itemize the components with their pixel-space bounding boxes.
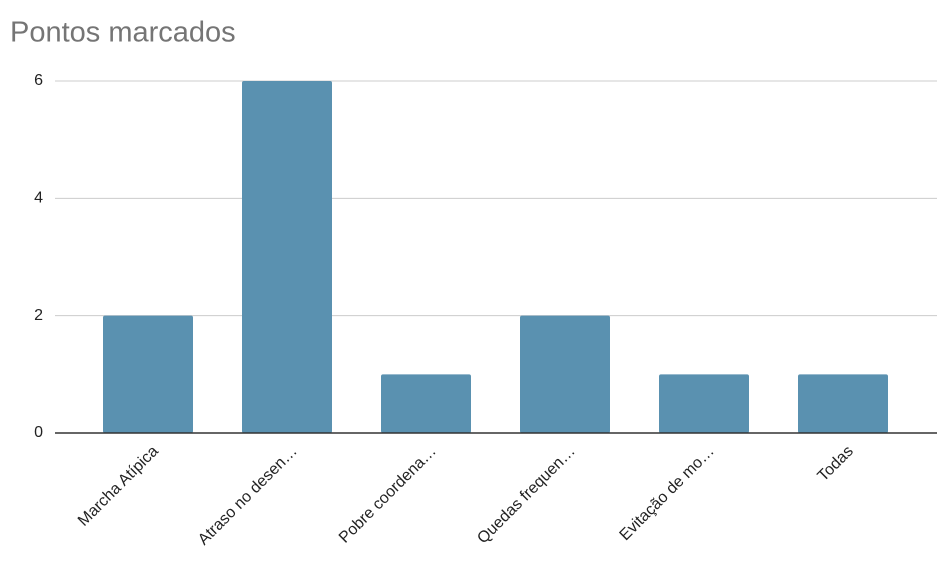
bar (381, 374, 471, 433)
y-tick-label: 2 (34, 307, 43, 324)
x-tick-label: Quedas frequen… (474, 443, 578, 547)
bar (242, 81, 332, 433)
bar (103, 315, 193, 433)
y-tick-label: 0 (34, 424, 43, 441)
chart-title: Pontos marcados (10, 17, 236, 49)
x-tick-label: Atraso no desen… (195, 443, 301, 549)
x-tick-label: Todas (815, 443, 857, 485)
x-tick-label: Evitação de mo… (616, 443, 717, 544)
bar (798, 374, 888, 433)
y-tick-label: 6 (34, 72, 43, 89)
y-tick-label: 4 (34, 190, 43, 207)
x-tick-label: Pobre coordena… (336, 443, 440, 547)
bar (520, 315, 610, 433)
x-tick-label: Marcha Atípica (75, 443, 162, 530)
bar (659, 374, 749, 433)
